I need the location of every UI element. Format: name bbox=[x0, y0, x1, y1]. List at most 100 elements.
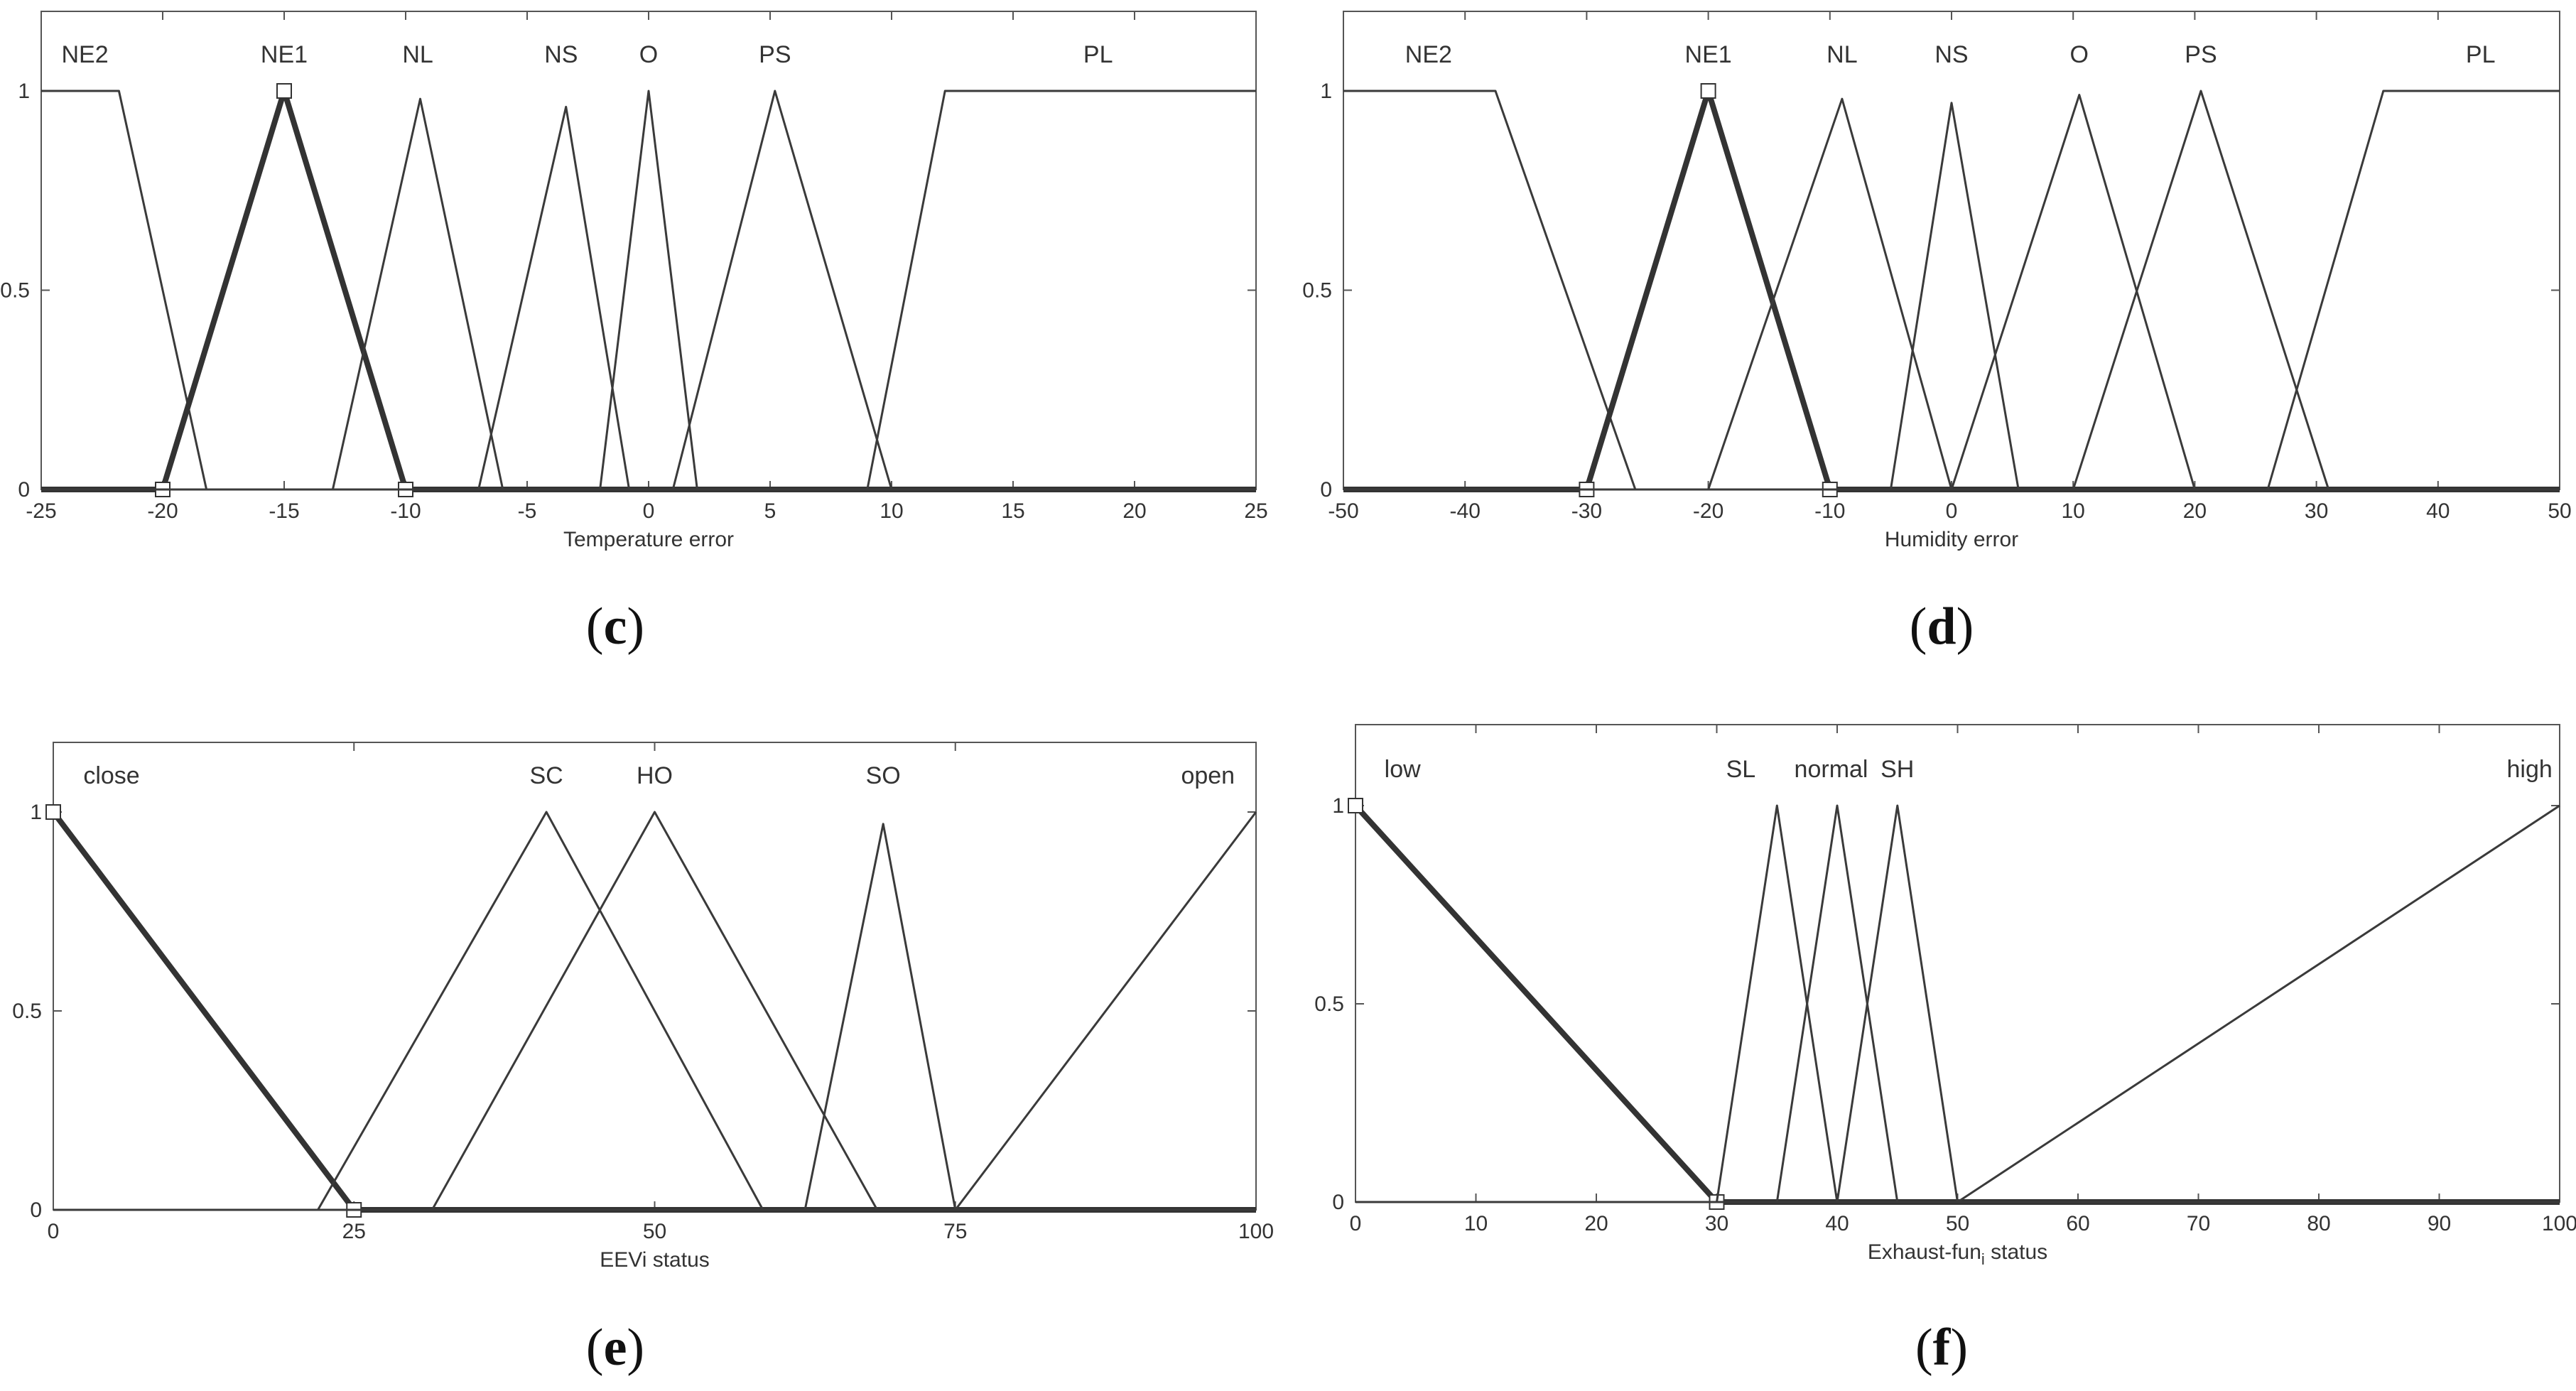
series-label-o: O bbox=[639, 41, 658, 68]
series-label-o: O bbox=[2070, 41, 2089, 68]
chart-c: -25 -20 -15 -10 -5 0 5 10 15 20 25 0 0.5 1 Temperature… bbox=[0, 11, 1268, 551]
y-tick-label: 0 bbox=[1332, 1191, 1344, 1214]
vertex-marker bbox=[45, 804, 61, 820]
x-tick-label: 5 bbox=[764, 499, 776, 523]
x-tick-label: 25 bbox=[1244, 499, 1267, 523]
series-label-ne1: NE1 bbox=[261, 41, 308, 68]
x-tick-label: 10 bbox=[2062, 499, 2085, 523]
x-tick-label: 100 bbox=[2542, 1212, 2576, 1235]
chart-d: -50 -40 -30 -20 -10 0 10 20 30 40 50 0 0.5 1 Humidity … bbox=[1302, 11, 2572, 551]
x-tick-label: 10 bbox=[880, 499, 903, 523]
y-tick-label: 0.5 bbox=[0, 279, 30, 303]
x-tick-label: 20 bbox=[1584, 1212, 1608, 1235]
series-label-sl: SL bbox=[1726, 756, 1756, 783]
x-tick-label: 15 bbox=[1001, 499, 1024, 523]
x-tick-label: 80 bbox=[2307, 1212, 2330, 1235]
y-tick-label: 0 bbox=[18, 478, 30, 502]
series-ne1 bbox=[1343, 88, 2560, 492]
x-tick-label: 10 bbox=[1464, 1212, 1488, 1235]
series-label-so: SO bbox=[866, 762, 901, 789]
series-label-nl: NL bbox=[1827, 41, 1857, 68]
series-label-normal: normal bbox=[1795, 756, 1868, 783]
series-label-open: open bbox=[1181, 762, 1235, 789]
series-ne2 bbox=[1343, 90, 2560, 491]
x-tick-label: 70 bbox=[2187, 1212, 2210, 1235]
series-label-close: close bbox=[83, 762, 139, 789]
x-axis-label: Humidity error bbox=[1885, 528, 2018, 551]
x-tick-label: -10 bbox=[390, 499, 421, 523]
chart-e: 0 25 50 75 100 0 0.5 1 EEVi status close SC HO SO ope… bbox=[12, 742, 1274, 1272]
series-ne1 bbox=[41, 88, 1256, 492]
y-tick-label: 1 bbox=[30, 801, 42, 824]
y-tick-label: 0.5 bbox=[12, 1000, 42, 1023]
caption-f: (f) bbox=[1915, 1319, 1968, 1377]
x-tick-label: -30 bbox=[1571, 499, 1602, 523]
y-tick-label: 1 bbox=[1332, 794, 1344, 818]
series-label-ne2: NE2 bbox=[1405, 41, 1452, 68]
x-tick-label: -50 bbox=[1328, 499, 1358, 523]
caption-e: (e) bbox=[585, 1319, 645, 1377]
x-tick-label: 20 bbox=[1122, 499, 1146, 523]
x-tick-label: 60 bbox=[2066, 1212, 2089, 1235]
x-tick-label: -15 bbox=[269, 499, 299, 523]
series-label-ps: PS bbox=[759, 41, 791, 68]
x-tick-label: 0 bbox=[643, 499, 655, 523]
x-tick-label: 75 bbox=[943, 1220, 967, 1243]
plot-frame bbox=[1343, 11, 2560, 490]
series-nl bbox=[1343, 97, 2560, 491]
plot-frame bbox=[1355, 724, 2560, 1203]
series-label-pl: PL bbox=[1083, 41, 1113, 68]
y-tick-label: 0 bbox=[1320, 478, 1332, 502]
x-tick-label: 40 bbox=[2426, 499, 2450, 523]
x-axis-label: EEVi status bbox=[600, 1248, 710, 1272]
y-tick-label: 1 bbox=[1320, 80, 1332, 103]
series-pl bbox=[1343, 90, 2560, 491]
series-label-sc: SC bbox=[530, 762, 563, 789]
plot-frame bbox=[40, 11, 1257, 490]
series-o bbox=[1343, 94, 2560, 491]
series-so bbox=[53, 823, 1256, 1211]
series-low bbox=[1353, 803, 2560, 1205]
x-tick-label: -20 bbox=[1693, 499, 1723, 523]
series-label-ne2: NE2 bbox=[61, 41, 108, 68]
x-tick-label: 50 bbox=[2548, 499, 2571, 523]
x-tick-label: -10 bbox=[1814, 499, 1845, 523]
x-axis-label: Exhaust-funi status bbox=[1868, 1240, 2047, 1268]
series-label-ho: HO bbox=[637, 762, 673, 789]
series-label-ne1: NE1 bbox=[1685, 41, 1732, 68]
series-ns bbox=[1343, 102, 2560, 491]
series-label-ns: NS bbox=[1934, 41, 1968, 68]
vertex-marker bbox=[1700, 83, 1716, 99]
series-label-ps: PS bbox=[2185, 41, 2217, 68]
x-tick-label: -25 bbox=[26, 499, 56, 523]
series-label-sh: SH bbox=[1880, 756, 1914, 783]
series-label-pl: PL bbox=[2466, 41, 2496, 68]
series-label-ns: NS bbox=[544, 41, 578, 68]
x-tick-label: 40 bbox=[1825, 1212, 1849, 1235]
series-label-low: low bbox=[1385, 756, 1421, 783]
series-open bbox=[53, 811, 1257, 1211]
x-tick-label: 0 bbox=[1350, 1212, 1362, 1235]
x-tick-label: -20 bbox=[147, 499, 178, 523]
caption-d: (d) bbox=[1909, 597, 1974, 656]
series-sc bbox=[53, 811, 1256, 1211]
series-pl bbox=[41, 90, 1256, 491]
x-tick-label: 50 bbox=[1946, 1212, 1969, 1235]
y-tick-label: 1 bbox=[18, 80, 30, 103]
x-tick-label: 30 bbox=[1705, 1212, 1728, 1235]
x-tick-label: 30 bbox=[2305, 499, 2328, 523]
y-tick-label: 0.5 bbox=[1314, 992, 1344, 1016]
caption-c: (c) bbox=[585, 597, 645, 656]
vertex-marker bbox=[276, 83, 292, 99]
x-tick-label: 25 bbox=[342, 1220, 366, 1243]
x-tick-label: 20 bbox=[2183, 499, 2207, 523]
series-label-high: high bbox=[2506, 756, 2552, 783]
x-tick-label: 0 bbox=[1946, 499, 1958, 523]
x-axis-label: Temperature error bbox=[563, 528, 734, 551]
y-tick-label: 0.5 bbox=[1302, 279, 1332, 303]
x-tick-label: 100 bbox=[1238, 1220, 1274, 1243]
x-tick-label: 90 bbox=[2428, 1212, 2451, 1235]
series-label-nl: NL bbox=[402, 41, 433, 68]
